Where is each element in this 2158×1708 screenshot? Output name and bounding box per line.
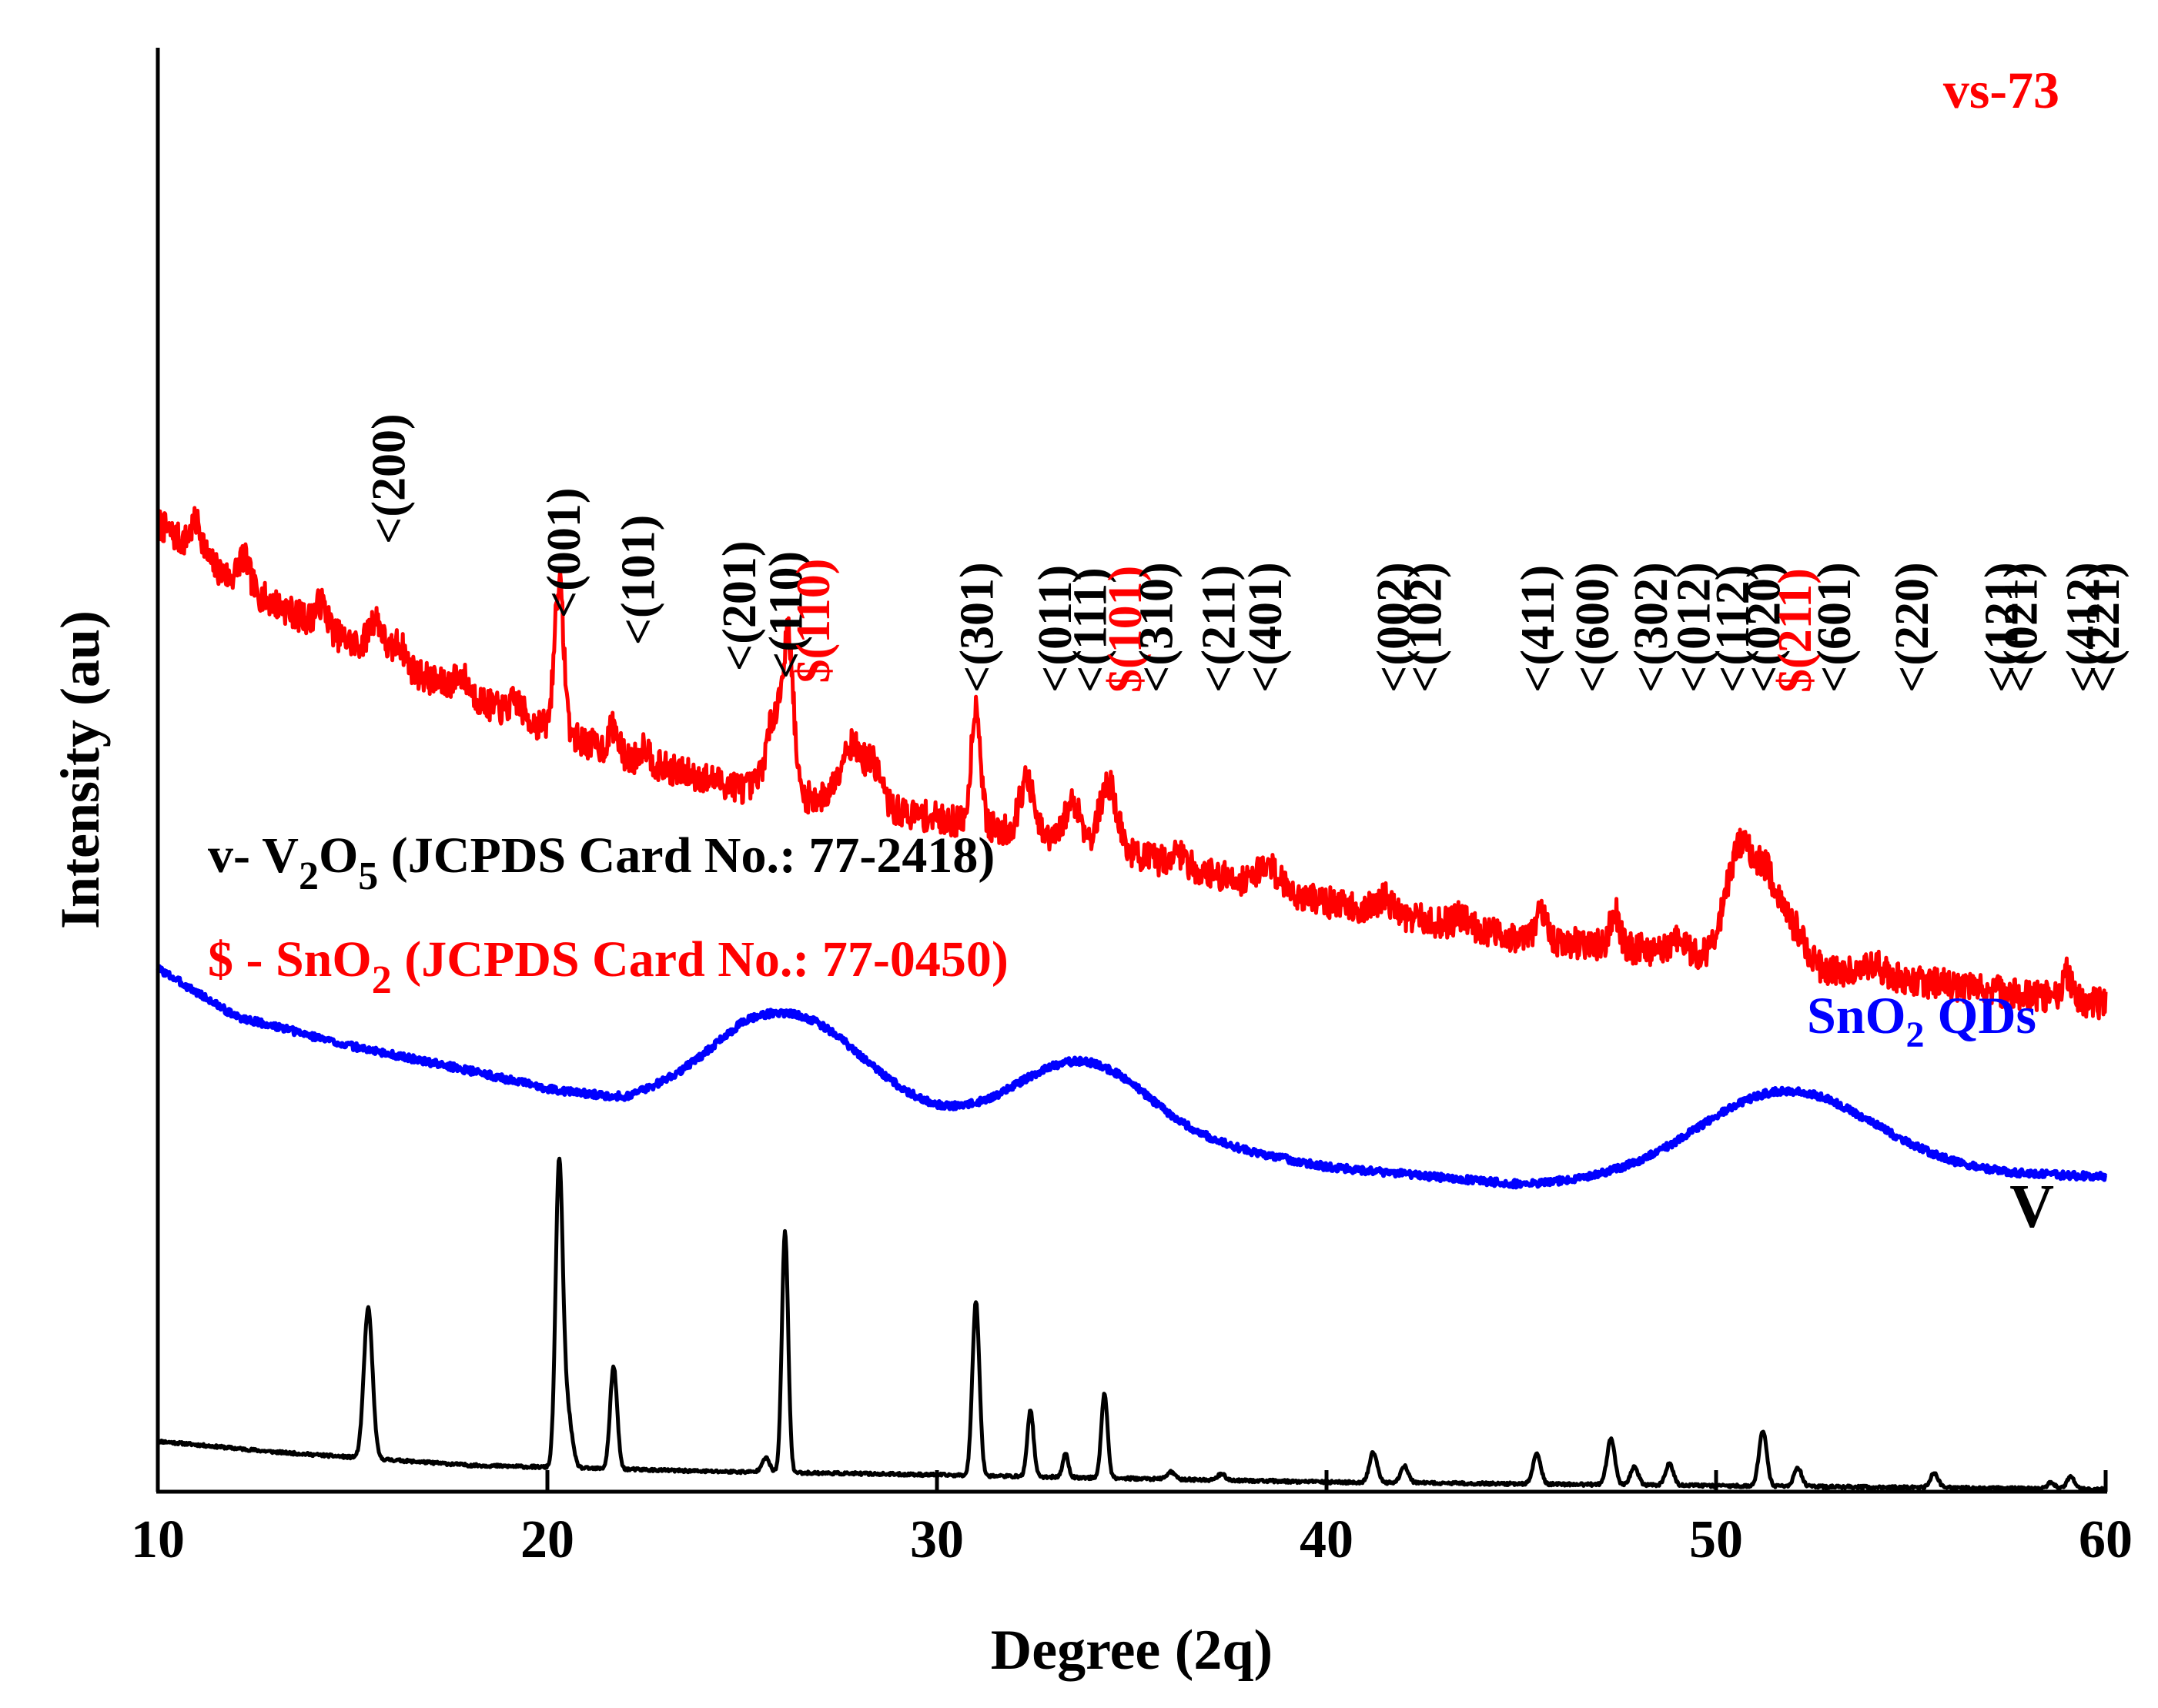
peak-label: <(002) — [1368, 562, 1420, 693]
peak-label: <(601) — [1808, 562, 1861, 693]
peak-label: $(110) — [788, 559, 840, 684]
peak-label: <(302) — [1625, 562, 1678, 693]
peak-label: $(101) — [1099, 566, 1152, 693]
x-tick-label: 40 — [1300, 1510, 1353, 1569]
series-line-sno2-qds — [156, 964, 2108, 1190]
peak-label: <(310) — [1130, 562, 1183, 693]
peak-label: <(112) — [1707, 565, 1759, 693]
peak-label: $(211) — [1769, 568, 1822, 693]
peak-label: <(411) — [1512, 565, 1564, 693]
peak-label: <(401) — [1240, 562, 1292, 693]
peak-label: <(121) — [1976, 562, 2028, 693]
legend-sno2: $ - SnO2 (JCPDS Card No.: 77-0450) — [208, 931, 1009, 1002]
x-tick-label: 60 — [2079, 1510, 2133, 1569]
peak-label: <(211) — [1193, 565, 1245, 693]
peak-label: <(220) — [1886, 562, 1939, 693]
peak-annotations: <(200) <(001) <(101) <(201)<(110)$(110) <(30… — [363, 413, 2130, 693]
y-axis-label: Intensity (au) — [49, 610, 111, 929]
peak-label: <(412) — [2058, 562, 2110, 693]
peak-label: <(021) — [1996, 562, 2048, 693]
series-label-sno2-qds: SnO2 QDs — [1807, 986, 2036, 1055]
peak-label: <(012) — [1668, 562, 1721, 693]
x-tick-label: 20 — [520, 1510, 574, 1569]
peak-label: <(111) — [1064, 567, 1116, 693]
series-layer — [156, 506, 2108, 1492]
series-line-v2o5 — [156, 1156, 2108, 1492]
peak-label: <(200) — [363, 413, 416, 544]
peak-label: <(110) — [761, 551, 813, 679]
x-tick-label: 30 — [910, 1510, 964, 1569]
peak-label: <(102) — [1400, 562, 1452, 693]
peak-label: <(301) — [952, 562, 1004, 693]
x-tick-label: 50 — [1689, 1510, 1743, 1569]
series-label-v2o5: V — [2009, 1173, 2054, 1241]
axes — [156, 48, 2107, 1494]
peak-label: <(001) — [538, 487, 591, 618]
x-tick-label: 10 — [131, 1510, 185, 1569]
peak-label: <(011) — [1029, 565, 1082, 693]
x-ticks: 10 20 30 40 50 60 — [131, 1470, 2133, 1569]
x-axis-label: Degree (2q) — [991, 1619, 1273, 1682]
peak-label: <(020) — [1738, 562, 1791, 693]
peak-label: <(101) — [612, 515, 664, 646]
peak-label: <(600) — [1567, 562, 1619, 693]
peak-label: <(201) — [714, 540, 766, 671]
series-line-vs-73 — [156, 506, 2108, 1021]
peak-label: <(221) — [2077, 562, 2130, 693]
series-label-vs73: vs-73 — [1943, 61, 2059, 119]
legend-v2o5: v- V2O5 (JCPDS Card No.: 77-2418) — [208, 827, 995, 898]
